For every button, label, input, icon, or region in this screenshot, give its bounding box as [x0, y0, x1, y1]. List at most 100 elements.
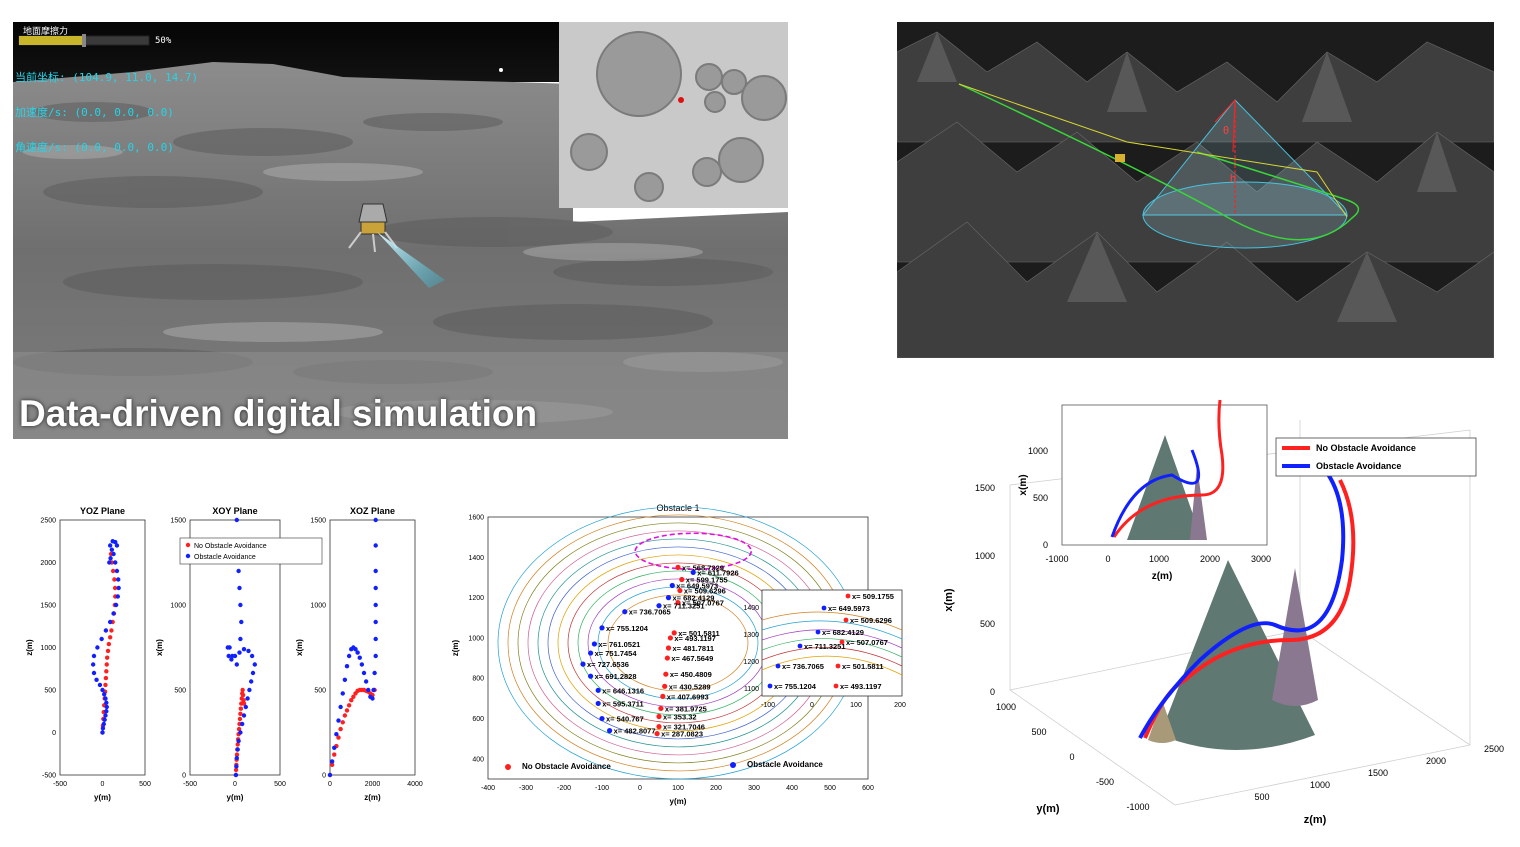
- labeled-point: [591, 641, 598, 647]
- y-axis-label: x(m): [295, 639, 304, 656]
- point-label: x= 649.5973: [676, 582, 718, 591]
- inset-point-label: x= 509.6296: [850, 616, 892, 625]
- data-point-avoidance: [353, 647, 358, 652]
- y-tick-label: 0: [1069, 752, 1074, 762]
- x-tick-label: 4000: [407, 781, 423, 788]
- contour-line: [527, 530, 829, 756]
- data-point-avoidance: [230, 653, 235, 659]
- data-point-avoidance: [373, 602, 378, 608]
- labeled-point: [675, 564, 681, 570]
- highlight-ellipse: [634, 532, 753, 571]
- y-tick-label: 1500: [40, 603, 56, 610]
- x-tick-label: -400: [481, 785, 495, 792]
- plot-frame: [189, 519, 281, 776]
- data-point-no-avoidance: [327, 772, 333, 778]
- data-point-no-avoidance: [366, 689, 371, 694]
- data-point-avoidance: [115, 594, 121, 599]
- friction-bar-fill: [19, 36, 84, 45]
- data-point-avoidance: [103, 713, 108, 718]
- data-point-no-avoidance: [239, 696, 244, 701]
- data-point-no-avoidance: [368, 691, 373, 696]
- inset-point: [833, 683, 839, 689]
- inset-point: [767, 683, 773, 689]
- inset-point-label: x= 507.0767: [846, 638, 888, 647]
- data-point-no-avoidance: [357, 687, 362, 693]
- inset-x-tick: 3000: [1251, 554, 1271, 564]
- plot-frame: [487, 516, 869, 780]
- simulation-panel: 地面摩擦力 50% 当前坐标: (104.9, 11.0, 14.7) 加速度/…: [13, 22, 788, 439]
- data-point-avoidance: [239, 619, 244, 625]
- point-label: x= 736.7065: [629, 608, 671, 617]
- z-tick-label: 500: [1254, 792, 1269, 802]
- data-point-avoidance: [104, 700, 109, 705]
- y-tick-label: 1200: [468, 595, 484, 602]
- y-tick-label: 0: [52, 730, 56, 737]
- cone-obstacle: [1160, 560, 1315, 750]
- inset-y-tick: 1000: [1028, 446, 1048, 456]
- obstacle-contour-chart: Obstacle 1 -400 -300 -200 -100 0 100 200 300 400 5…: [451, 503, 906, 806]
- data-point-avoidance: [361, 670, 367, 676]
- data-point-avoidance: [363, 679, 369, 684]
- y-tick-label: 1400: [468, 555, 484, 562]
- data-point-no-avoidance: [106, 641, 112, 647]
- data-point-avoidance: [351, 645, 356, 650]
- x-tick-label: 300: [748, 785, 760, 792]
- x-tick-label: -300: [519, 785, 533, 792]
- data-point-no-avoidance: [233, 767, 239, 773]
- x-tick-label: 500: [139, 781, 151, 788]
- data-point-no-avoidance: [239, 701, 244, 706]
- inset-point: [797, 643, 803, 649]
- data-point-no-avoidance: [112, 585, 118, 591]
- data-point-no-avoidance: [235, 742, 240, 747]
- y-tick-label: -500: [1096, 777, 1114, 787]
- data-point-no-avoidance: [110, 568, 116, 574]
- inset-cone: [1127, 435, 1202, 540]
- inset-point-label: x= 682.4129: [822, 628, 864, 637]
- data-point-no-avoidance: [107, 635, 113, 640]
- data-point-avoidance: [97, 682, 103, 688]
- labeled-point: [595, 687, 601, 693]
- point-label: x= 353.32: [663, 713, 697, 722]
- grid-line: [1009, 429, 1471, 486]
- data-point-no-avoidance: [237, 716, 243, 722]
- data-point-avoidance: [234, 517, 239, 523]
- data-point-no-avoidance: [111, 611, 117, 616]
- data-point-avoidance: [225, 645, 230, 650]
- data-point-avoidance: [340, 691, 345, 696]
- data-point-avoidance: [366, 687, 371, 693]
- inset-x-tick: 100: [850, 702, 862, 709]
- data-point-no-avoidance: [237, 721, 242, 727]
- inset-contour: [761, 611, 903, 631]
- contour-line: [577, 570, 779, 716]
- chart-title: XOZ Plane: [350, 506, 395, 516]
- contour-line: [547, 546, 809, 740]
- data-point-avoidance: [103, 628, 109, 633]
- y-tick-label: 1000: [310, 603, 326, 610]
- x-tick-label: 1000: [975, 551, 995, 561]
- data-point-avoidance: [229, 657, 234, 662]
- labeled-point: [663, 671, 669, 677]
- data-point-avoidance: [334, 732, 339, 737]
- labeled-point: [679, 576, 685, 583]
- x-tick-label: -500: [53, 781, 67, 788]
- point-label: x= 450.4809: [670, 670, 712, 679]
- data-point-avoidance: [235, 551, 240, 557]
- data-point-avoidance: [114, 543, 120, 548]
- labeled-point: [622, 609, 628, 615]
- data-point-no-avoidance: [112, 602, 118, 608]
- data-point-no-avoidance: [108, 551, 114, 557]
- data-point-no-avoidance: [240, 687, 245, 693]
- labeled-point: [588, 650, 594, 656]
- x-tick-label: 0: [101, 781, 105, 788]
- data-point-avoidance: [234, 764, 239, 769]
- data-point-no-avoidance: [240, 691, 245, 696]
- contour-line: [507, 514, 849, 772]
- data-point-no-avoidance: [101, 709, 106, 715]
- inset-point: [835, 663, 841, 669]
- contour-line: [557, 554, 799, 732]
- z-tick-label: 2500: [1484, 744, 1504, 754]
- labeled-point: [660, 693, 666, 699]
- legend-box: [1275, 437, 1477, 477]
- data-point-avoidance: [113, 602, 119, 608]
- point-label: x= 467.5649: [671, 654, 713, 663]
